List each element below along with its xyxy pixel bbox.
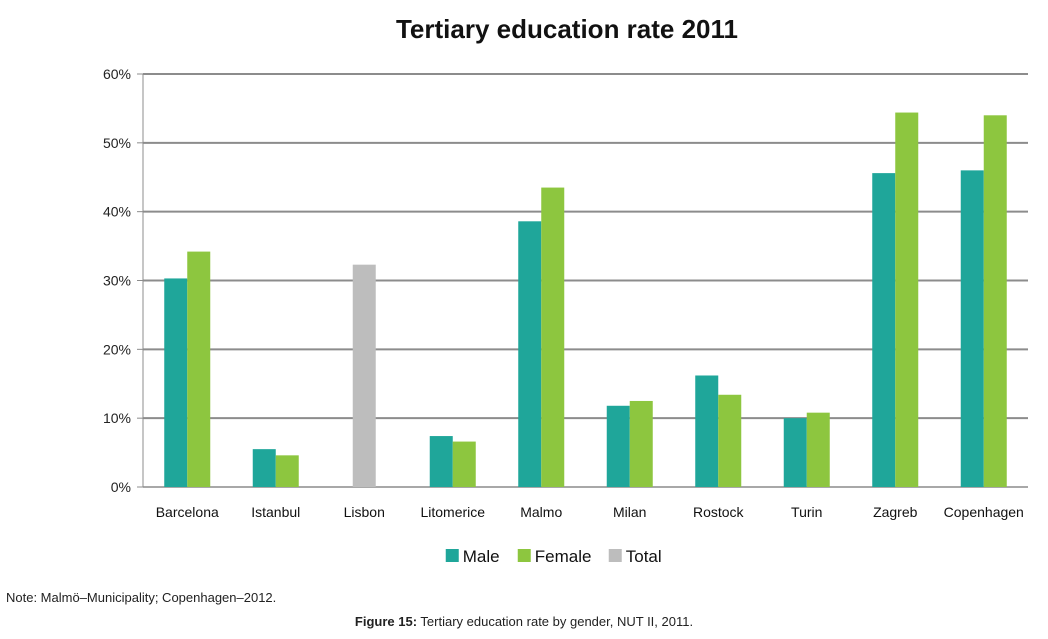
bar-female-litomerice [452,441,476,487]
gridlines [143,73,1028,488]
x-tick-label: Turin [791,504,822,520]
x-axis: Barcelona Istanbul Lisbon Litomerice Malmo Mi… [156,504,1024,520]
bar-total-lisbon [352,264,376,487]
bars [164,112,1007,488]
legend-swatch-male [445,549,459,562]
y-tick-label: 20% [103,341,131,357]
bar-male-istanbul [252,449,276,487]
y-tick-label: 60% [103,66,131,82]
legend-swatch-female [517,549,531,562]
bar-male-malmo [518,221,542,487]
chart-note: Note: Malmö–Municipality; Copenhagen–201… [6,590,277,605]
y-tick-label: 0% [111,479,131,495]
bar-female-zagreb [895,112,919,488]
x-tick-label: Barcelona [156,504,219,520]
legend-label-total: Total [626,547,662,566]
y-tick-label: 10% [103,410,131,426]
x-tick-label: Rostock [693,504,745,520]
x-tick-label: Lisbon [344,504,385,520]
x-tick-label: Istanbul [251,504,300,520]
figure-caption-text: Tertiary education rate by gender, NUT I… [417,614,694,629]
bar-female-rostock [718,394,742,487]
x-tick-label: Litomerice [420,504,485,520]
x-tick-label: Malmo [520,504,562,520]
x-tick-label: Copenhagen [944,504,1024,520]
bar-male-litomerice [429,436,453,487]
bar-male-copenhagen [960,170,984,487]
figure-label: Figure 15: [354,614,418,629]
legend-label-female: Female [535,547,592,566]
bar-male-milan [606,405,630,487]
x-tick-label: Milan [613,504,646,520]
bar-female-copenhagen [983,115,1007,488]
y-tick-label: 50% [103,135,131,151]
bar-female-turin [806,412,830,487]
bar-female-istanbul [275,455,299,487]
legend-swatch-total [608,549,622,562]
figure-caption: Figure 15: Tertiary education rate by ge… [0,614,1048,629]
y-tick-label: 40% [103,204,131,220]
bar-male-rostock [695,375,719,487]
chart-title: Tertiary education rate 2011 [396,14,738,44]
legend-label-male: Male [463,547,500,566]
bar-female-milan [629,400,653,487]
bar-female-malmo [541,187,565,487]
x-tick-label: Zagreb [873,504,918,520]
bar-male-zagreb [872,173,896,487]
bar-chart: Tertiary education rate 2011 0% 10% 20% 30%… [103,14,1028,566]
legend: Male Female Total [445,547,662,566]
bar-female-barcelona [187,251,211,487]
y-tick-label: 30% [103,273,131,289]
y-axis: 0% 10% 20% 30% 40% 50% 60% [103,66,144,495]
bar-male-turin [783,418,807,487]
bar-male-barcelona [164,278,188,487]
